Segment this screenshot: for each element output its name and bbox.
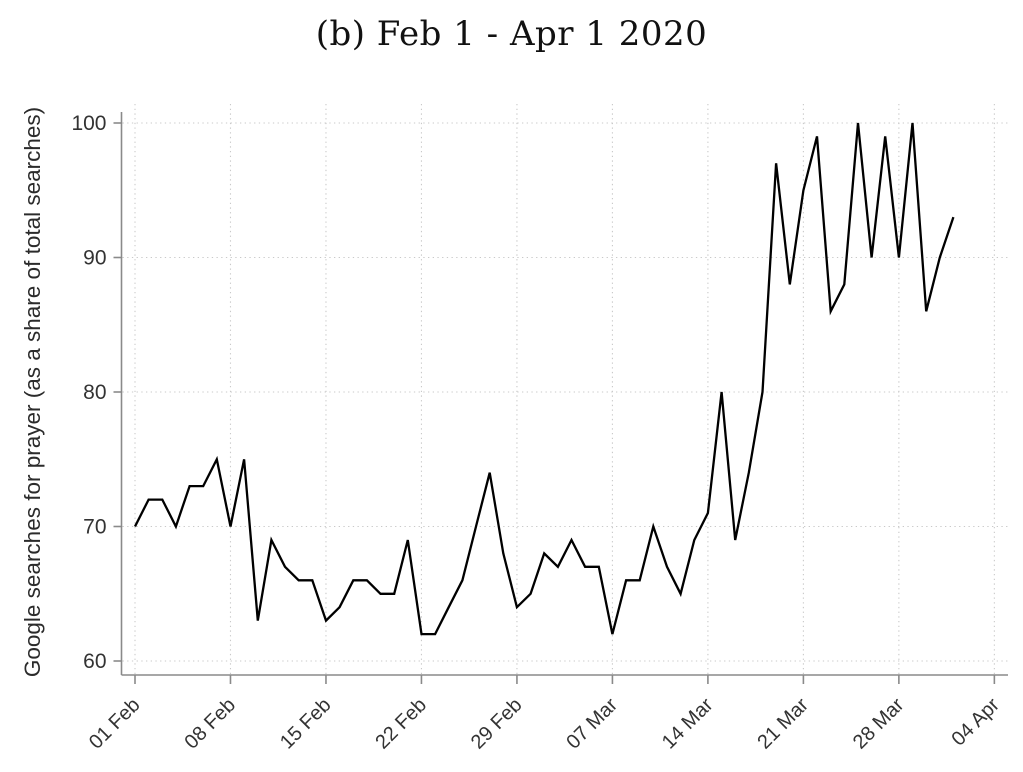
x-tick-labels: 01 Feb 08 Feb 15 Feb 22 Feb 29 Feb 07 Mar 14 M… <box>85 694 1004 754</box>
svg-text:15 Feb: 15 Feb <box>276 694 336 754</box>
svg-text:04 Apr: 04 Apr <box>947 694 1004 751</box>
svg-text:90: 90 <box>83 247 106 270</box>
svg-text:100: 100 <box>71 112 106 135</box>
y-tick-labels: 60 70 80 90 100 <box>71 112 106 673</box>
svg-text:70: 70 <box>83 516 106 539</box>
svg-text:80: 80 <box>83 381 106 404</box>
svg-text:01 Feb: 01 Feb <box>85 694 145 754</box>
svg-text:60: 60 <box>83 650 106 673</box>
svg-text:28 Mar: 28 Mar <box>849 694 909 754</box>
svg-text:14 Mar: 14 Mar <box>658 694 718 754</box>
svg-text:29 Feb: 29 Feb <box>467 694 527 754</box>
axes <box>113 112 1008 684</box>
chart-title: (b) Feb 1 - Apr 1 2020 <box>315 14 708 54</box>
gridlines <box>122 104 1008 674</box>
series-line-prayer-searches <box>133 122 955 636</box>
svg-text:08 Feb: 08 Feb <box>180 694 240 754</box>
svg-text:22 Feb: 22 Feb <box>371 694 431 754</box>
svg-text:21 Mar: 21 Mar <box>753 694 813 754</box>
svg-text:07 Mar: 07 Mar <box>562 694 622 754</box>
